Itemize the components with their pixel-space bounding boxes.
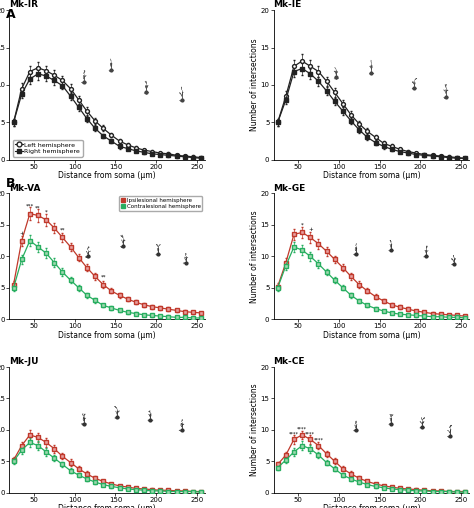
Text: ****: **** xyxy=(313,437,323,442)
Text: +: + xyxy=(308,228,313,233)
Text: ***: *** xyxy=(26,204,34,209)
Text: Mk-CE: Mk-CE xyxy=(273,357,305,366)
Text: ****: **** xyxy=(289,431,299,436)
Legend: Left hemisphere, Right hemisphere: Left hemisphere, Right hemisphere xyxy=(13,140,83,156)
Text: Mk-JU: Mk-JU xyxy=(9,357,39,366)
Y-axis label: Number of intersections: Number of intersections xyxy=(250,210,259,303)
Text: Mk-VA: Mk-VA xyxy=(9,184,41,193)
Text: Mk-IE: Mk-IE xyxy=(273,1,302,9)
Text: *: * xyxy=(301,223,303,228)
Text: *: * xyxy=(45,210,47,215)
Text: **: ** xyxy=(100,275,106,279)
X-axis label: Distance from soma (μm): Distance from soma (μm) xyxy=(58,171,156,180)
X-axis label: Distance from soma (μm): Distance from soma (μm) xyxy=(323,331,420,340)
Y-axis label: Number of intersections: Number of intersections xyxy=(250,384,259,476)
Text: A: A xyxy=(6,8,15,21)
Text: **: ** xyxy=(60,228,65,233)
X-axis label: Distance from soma (μm): Distance from soma (μm) xyxy=(58,504,156,508)
X-axis label: Distance from soma (μm): Distance from soma (μm) xyxy=(323,504,420,508)
Text: +: + xyxy=(19,231,24,236)
Text: Mk-IR: Mk-IR xyxy=(9,1,38,9)
Text: ****: **** xyxy=(297,427,307,432)
X-axis label: Distance from soma (μm): Distance from soma (μm) xyxy=(323,171,420,180)
Text: **: ** xyxy=(35,205,41,210)
Legend: Ipsilesional hemisphere, Contralesional hemisphere: Ipsilesional hemisphere, Contralesional … xyxy=(119,196,202,211)
Text: Mk-GE: Mk-GE xyxy=(273,184,306,193)
X-axis label: Distance from soma (μm): Distance from soma (μm) xyxy=(58,331,156,340)
Text: B: B xyxy=(6,177,15,190)
Text: ****: **** xyxy=(305,431,315,436)
Y-axis label: Number of intersections: Number of intersections xyxy=(250,39,259,131)
